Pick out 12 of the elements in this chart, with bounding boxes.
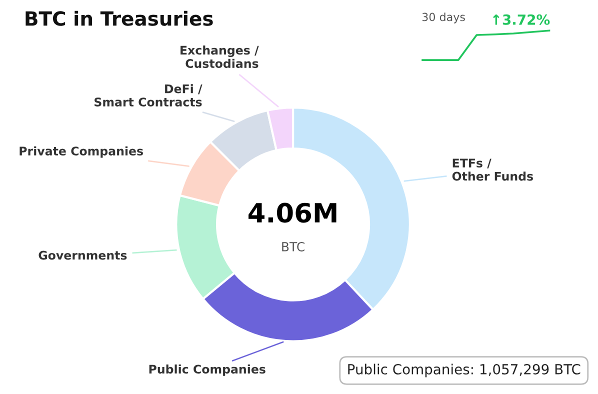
slice-label: Public Companies [149,364,266,376]
text: 30 days [422,12,465,24]
slice-label: Exchanges / Custodians [180,46,259,68]
text: Public Companies: 1,057,299 BTC [348,364,580,378]
chart-title: ↑3.72% [493,14,550,25]
text: 4.06M [248,202,336,223]
slice-label: Private Companies [20,146,143,158]
chart-title: BTC in Treasuries [26,10,213,26]
slice-label: Governments [38,250,127,260]
slice-label: DeFi / Smart Contracts [94,84,202,106]
slice-label: ETFs / Other Funds [452,158,533,181]
text: BTC [282,242,304,252]
